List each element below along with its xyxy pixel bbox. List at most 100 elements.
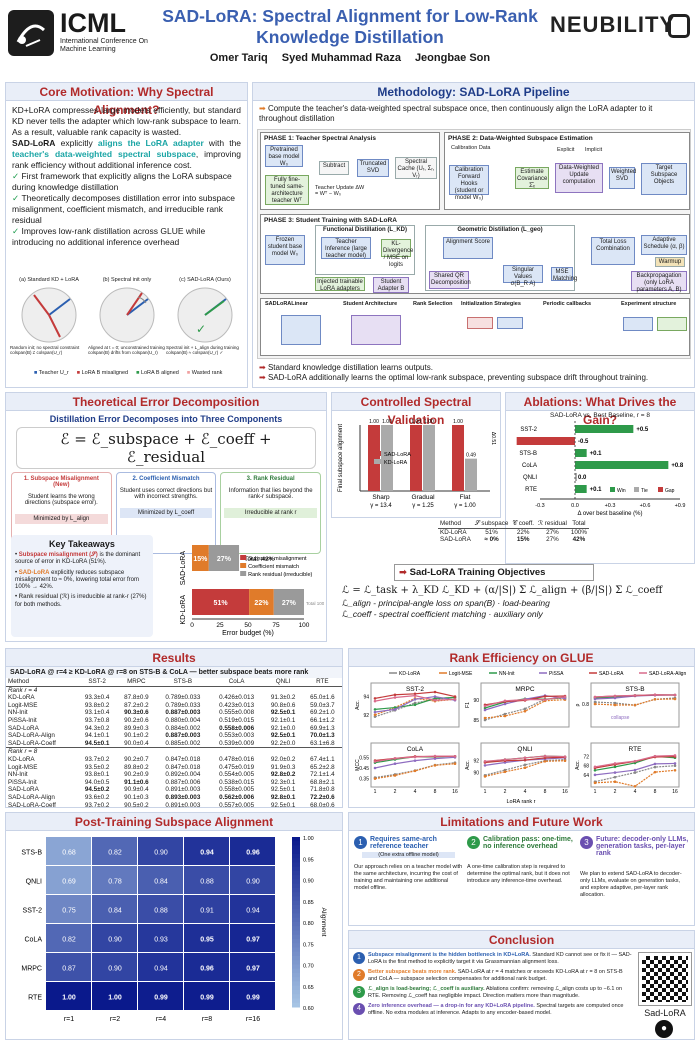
diagram-label: Teacher Update ΔW = Wᵀ − W₀ [315,185,365,197]
data-point [453,754,457,758]
bar-segment [192,545,209,571]
data-point [613,775,617,779]
data-point [393,762,397,766]
table-cell: 0.884±0.002 [165,724,201,732]
table-cell: 94.3±0.2 [84,724,110,732]
data-point [393,696,397,699]
colorbar-segment [292,849,300,855]
data-point [593,781,597,785]
table-cell: SST-2 [77,678,117,687]
table-cell: 65.0±1.6 [310,694,335,702]
tick-label: +0.6 [640,503,651,509]
data-label: 1.00 [453,419,463,425]
table-cell: 92.8±0.1 [270,793,296,801]
table-cell: 94.1±0.1 [84,732,110,740]
takeaway-item: • SAD-LoRA explicitly reduces subspace m… [15,569,140,591]
data-point [503,714,507,718]
conclusion-text: Ablations confirm: removing ℒ_align cost… [368,986,623,999]
cell-label: 0.90 [246,879,260,886]
row-label: QNLI [26,879,42,886]
heatmap-cell [230,837,275,865]
tick-label: 0.45 [359,766,369,772]
legend-label: Teacher U_r [38,370,69,376]
diagram-box: Injected trainable LoRA adapters [315,277,365,292]
data-point [593,697,597,701]
legend-label: Coefficient mismatch [248,564,299,570]
card-title: 2. Coefficient Mismatch [132,476,200,482]
table-cell: SAD-LoRA [440,536,471,544]
table-cell: 0.538±0.015 [219,778,255,786]
colorbar-segment [292,900,300,906]
category-label: KD-LoRA [180,595,187,625]
table-cell: 0.891±0.003 [165,801,201,809]
table-cell: 0.887±0.003 [165,732,201,740]
rank-efficiency-section: Rank Efficiency on GLUE KD-LoRA Logit-MSE… [348,648,695,808]
data-point [483,764,487,767]
table-cell: 0.892±0.004 [165,771,201,779]
legend-label: Wasted rank [191,370,223,376]
table-header-row: Method SST-2 MRPC STS-B CoLA QNLI RTE [6,678,342,687]
diagram-box: Frozen student base model W₀ [265,235,305,265]
diagram-box: Alignment Score [443,237,493,259]
data-point [433,697,437,700]
takeaway-text: is the dominant source of error in KD-Lo… [15,552,141,566]
data-point [503,758,507,761]
colorbar-segment [292,934,300,940]
data-point [563,695,567,699]
conclusion-item: 2 Better subspace beats more rank. SAD-Lo… [353,969,633,983]
data-point [613,694,617,698]
intro-text: Compute the teacher's data-weighted spec… [259,104,653,123]
table-cell: 69.9±1.3 [310,724,335,732]
colorbar-segment [292,956,300,961]
table-cell: 27% [546,528,559,536]
bar [575,473,577,481]
cell-label: 0.99 [154,995,168,1002]
data-point [523,707,527,711]
subspace-diagram: (a) Standard KD + LoRA (b) Spectral init… [10,277,245,367]
bar [381,425,393,491]
colorbar-segment [292,977,300,982]
legend-swatch [610,487,615,492]
qr-code[interactable] [638,952,692,1006]
data-point [673,697,677,701]
table-cell: 42% [572,536,586,544]
table-row: Logit-MSE 93.8±0.2 87.2±0.2 0.789±0.033 0.42… [6,702,342,710]
loss-equation: ℒ = ℒ_task + λ_KD ℒ_KD + (α/|S|) Σ ℒ_ali… [342,585,663,596]
diagram-label: Implicit [585,147,603,153]
legend-label: KD-LoRA [399,671,421,677]
tick-label: 16 [452,789,458,795]
text-run: with the [203,138,242,148]
data-point [523,766,527,770]
table-cell: 91.9±0.3 [270,763,296,771]
table-cell: 69.2±1.0 [310,709,335,717]
table-cell: 92.5±0.1 [270,709,296,717]
card-desc: Student uses correct directions but with… [119,488,213,500]
takeaway-item: • Rank residual (ℛ) is irreducible at ra… [15,594,147,608]
diagram-box: KL-Divergence / MSE on logits [381,239,414,268]
colorbar-segment [292,909,300,914]
heatmap-cell [184,895,229,923]
legend-label: Gap [665,488,675,494]
tick-label: -0.3 [535,503,544,509]
legend-swatch [634,487,639,492]
data-label: +0.1 [590,451,603,457]
table-cell: 93.7±0.8 [84,716,110,724]
table-cell: 27% [546,536,559,544]
heatmap-cell [138,866,183,894]
cell-label: 0.90 [108,937,122,944]
tick-label: 16 [672,789,678,795]
data-point [613,701,617,705]
colorbar-tick: 0.80 [303,921,314,927]
data-point [633,771,637,774]
number-badge: 2 [353,969,365,981]
error-table-wrap: Method 𝒮 subspace 𝒞 coeff. ℛ residual Total … [438,520,589,544]
github-icon[interactable]: ● [655,1020,673,1038]
colorbar-segment [292,866,300,872]
conclusion-item: 4 Zero inference overhead — a drop-in for… [353,1003,633,1017]
table-cell: ≈ 0% [484,536,499,544]
colorbar-segment [292,875,300,880]
table-group-row: Rank r = 4 [6,686,342,694]
bar [423,425,435,491]
category-sublabel: γ = 1.25 [412,503,434,509]
takeaway-key: Rank residual (ℛ) [18,594,70,601]
